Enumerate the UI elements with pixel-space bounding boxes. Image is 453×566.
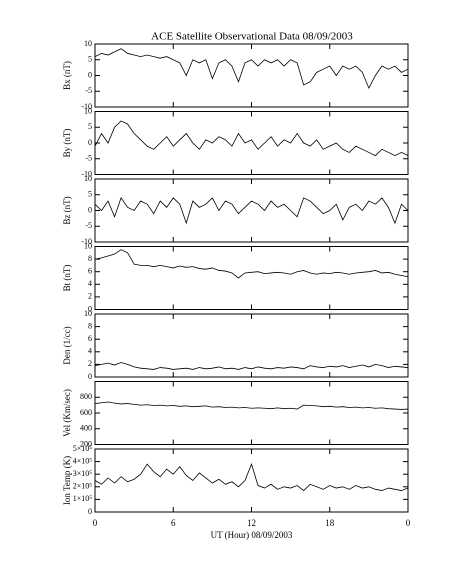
y-axis-label: By (nT) [62, 129, 72, 158]
y-tick-label: 0 [88, 205, 92, 214]
x-axis-label: UT (Hour) 08/09/2003 [211, 530, 293, 540]
y-tick-label: 3×10⁵ [73, 469, 93, 478]
x-tick-label: 0 [93, 518, 98, 528]
y-tick-label: -10 [81, 102, 92, 111]
plot-frame [94, 178, 409, 243]
plot-frame [94, 43, 409, 108]
y-tick-label: 0 [88, 372, 92, 381]
x-tick-label: 6 [171, 518, 176, 528]
data-line [94, 362, 409, 370]
y-axis-label: Ion Temp (K) [62, 456, 72, 505]
y-tick-label: 10 [84, 106, 92, 115]
y-tick-label: -5 [85, 86, 92, 95]
y-tick-label: 400 [80, 424, 92, 433]
y-tick-label: 4 [88, 279, 92, 288]
y-axis-label: Bx (nT) [62, 61, 72, 90]
y-tick-label: 10 [84, 39, 92, 48]
y-axis-label: Vel (Km/sec) [62, 389, 72, 437]
y-tick-label: 8 [88, 254, 92, 263]
y-tick-label: 0 [88, 507, 92, 516]
y-tick-label: 0 [88, 138, 92, 147]
y-tick-label: 5 [88, 55, 92, 64]
y-tick-label: 2 [88, 292, 92, 301]
y-axis-label: Bz (nT) [62, 196, 72, 224]
plot-frame [94, 246, 409, 310]
y-tick-label: 8 [88, 321, 92, 330]
y-tick-label: 0 [88, 70, 92, 79]
y-tick-label: 10 [84, 241, 92, 250]
y-tick-label: -5 [85, 154, 92, 163]
y-axis-label: Bt (nT) [62, 265, 72, 292]
y-tick-label: 600 [80, 408, 92, 417]
y-tick-label: 800 [80, 392, 92, 401]
plot-frame [94, 313, 409, 378]
y-tick-label: 5×10⁵ [73, 444, 93, 453]
y-tick-label: 10 [84, 309, 92, 318]
data-line [94, 249, 409, 279]
y-tick-label: 0 [88, 304, 92, 313]
y-tick-label: 10 [84, 174, 92, 183]
y-tick-label: 1×10⁵ [73, 494, 93, 503]
y-tick-label: 6 [88, 267, 92, 276]
y-axis-label: Den (1/cc) [62, 326, 72, 364]
plot-frame [94, 111, 409, 175]
y-tick-label: 4×10⁵ [73, 456, 93, 465]
data-line [94, 401, 409, 410]
data-line [94, 120, 409, 157]
chart-title: ACE Satellite Observational Data 08/09/2… [151, 31, 353, 43]
data-line [94, 48, 409, 90]
y-tick-label: -5 [85, 221, 92, 230]
data-line [94, 462, 409, 492]
data-line [94, 197, 409, 225]
y-tick-label: 6 [88, 334, 92, 343]
y-tick-label: 5 [88, 190, 92, 199]
y-tick-label: 2 [88, 359, 92, 368]
x-tick-label: 12 [247, 518, 256, 528]
y-tick-label: 200 [80, 439, 92, 448]
y-tick-label: -10 [81, 169, 92, 178]
y-tick-label: 5 [88, 122, 92, 131]
x-tick-label: 18 [325, 518, 335, 528]
y-tick-label: 2×10⁵ [73, 482, 93, 491]
y-tick-label: 4 [88, 347, 92, 356]
x-tick-label: 0 [406, 518, 411, 528]
plot-frame [94, 448, 409, 513]
y-tick-label: -10 [81, 237, 92, 246]
plot-frame [94, 381, 409, 445]
